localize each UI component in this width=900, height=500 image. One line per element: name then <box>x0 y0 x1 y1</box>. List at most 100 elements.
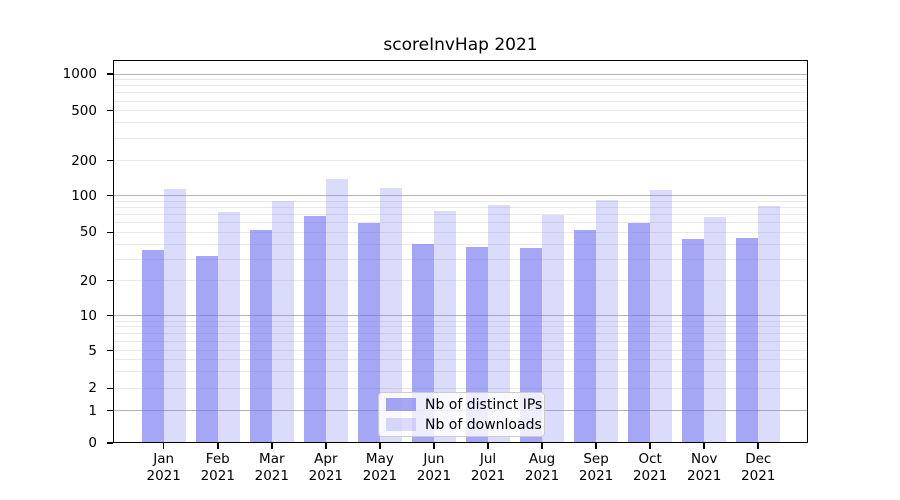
bar-downloads <box>596 200 619 443</box>
chart-title: scoreInvHap 2021 <box>383 35 538 55</box>
x-tick <box>649 443 651 449</box>
x-tick <box>595 443 597 449</box>
x-tick <box>541 443 543 449</box>
bar-distinct-ips <box>249 230 272 443</box>
bar-downloads <box>433 210 456 443</box>
y-tick <box>107 73 113 75</box>
y-tick-label: 2 <box>88 380 97 397</box>
y-tick-label: 1 <box>88 402 97 419</box>
gridline-minor <box>114 231 807 233</box>
gridline-minor <box>114 214 807 216</box>
x-tick-label: Sep 2021 <box>578 451 614 484</box>
legend: Nb of distinct IPs Nb of downloads <box>378 392 545 437</box>
x-tick-label: Dec 2021 <box>741 451 776 484</box>
x-tick-label: Apr 2021 <box>308 451 344 484</box>
gridline-minor <box>114 160 807 162</box>
y-tick <box>107 279 113 282</box>
bar-downloads <box>758 206 781 443</box>
y-tick <box>107 109 113 112</box>
y-tick <box>107 387 113 390</box>
gridline-minor <box>114 122 807 124</box>
legend-label-downloads: Nb of downloads <box>425 416 542 433</box>
gridline-major <box>114 73 807 75</box>
y-tick-label: 0 <box>88 435 97 451</box>
x-tick <box>216 443 219 449</box>
bar-downloads <box>650 189 673 443</box>
x-tick <box>271 443 273 449</box>
y-tick <box>107 442 113 444</box>
y-tick-label: 20 <box>79 272 97 289</box>
gridline-minor <box>114 79 807 81</box>
x-tick <box>703 443 705 449</box>
y-tick <box>107 349 113 352</box>
x-tick <box>487 443 489 449</box>
x-tick <box>325 443 327 449</box>
gridline-minor <box>114 138 807 140</box>
bar-distinct-ips <box>303 216 326 443</box>
y-tick-label: 500 <box>71 102 97 119</box>
gridline-minor <box>114 258 807 260</box>
gridline-minor <box>114 333 807 335</box>
legend-item-downloads: Nb of downloads <box>386 417 542 433</box>
gridline-minor <box>114 387 807 389</box>
x-tick <box>379 443 381 449</box>
x-tick <box>757 443 760 449</box>
y-tick <box>107 231 113 234</box>
y-tick-label: 10 <box>79 307 97 324</box>
bar-downloads <box>542 214 565 443</box>
x-tick-label: Oct 2021 <box>632 451 668 484</box>
gridline-minor <box>114 85 807 87</box>
legend-label-distinct-ips: Nb of distinct IPs <box>425 396 543 413</box>
bar-downloads <box>163 189 186 443</box>
x-tick-label: Mar 2021 <box>254 451 289 484</box>
gridline-minor <box>114 100 807 102</box>
y-tick <box>107 159 113 162</box>
bar-distinct-ips <box>574 230 597 443</box>
gridline-major <box>114 315 807 317</box>
x-tick-label: Jun 2021 <box>416 451 452 484</box>
bar-downloads <box>379 187 402 443</box>
bar-distinct-ips <box>141 249 164 443</box>
bar-distinct-ips <box>357 222 380 443</box>
gridline-minor <box>114 222 807 224</box>
x-tick-label: Jul 2021 <box>470 451 506 484</box>
legend-swatch-downloads <box>386 418 416 431</box>
bar-downloads <box>217 211 240 443</box>
gridline-minor <box>114 340 807 342</box>
gridline-minor <box>114 359 807 361</box>
bar-downloads <box>488 204 510 443</box>
gridline-minor <box>114 200 807 202</box>
bar-downloads <box>271 200 294 443</box>
y-tick <box>107 314 113 317</box>
gridline-major <box>114 195 807 197</box>
bar-distinct-ips <box>195 255 218 443</box>
y-tick-label: 200 <box>71 152 97 169</box>
y-tick <box>107 409 113 412</box>
y-tick-label: 5 <box>88 342 97 359</box>
bar-downloads <box>704 216 727 443</box>
x-tick-label: Aug 2021 <box>524 451 560 484</box>
legend-swatch-distinct-ips <box>386 398 416 411</box>
x-tick-label: Feb 2021 <box>200 451 235 484</box>
y-tick-label: 50 <box>79 224 97 241</box>
bar-downloads <box>325 178 348 443</box>
bar-distinct-ips <box>682 239 705 443</box>
gridline-minor <box>114 371 807 373</box>
legend-item-distinct-ips: Nb of distinct IPs <box>386 397 542 413</box>
y-tick-label: 1000 <box>62 66 97 82</box>
x-tick-label: Nov 2021 <box>687 451 722 484</box>
x-tick-label: May 2021 <box>362 451 398 484</box>
gridline-minor <box>114 110 807 112</box>
gridline-minor <box>114 350 807 352</box>
x-tick <box>433 443 435 449</box>
y-tick-label: 100 <box>71 187 97 204</box>
x-tick <box>162 443 165 449</box>
gridline-minor <box>114 280 807 282</box>
bar-distinct-ips <box>736 237 759 443</box>
gridline-minor <box>114 92 807 94</box>
y-tick <box>107 194 113 197</box>
gridline-minor <box>114 206 807 208</box>
bar-distinct-ips <box>628 222 651 443</box>
gridline-minor <box>114 320 807 322</box>
